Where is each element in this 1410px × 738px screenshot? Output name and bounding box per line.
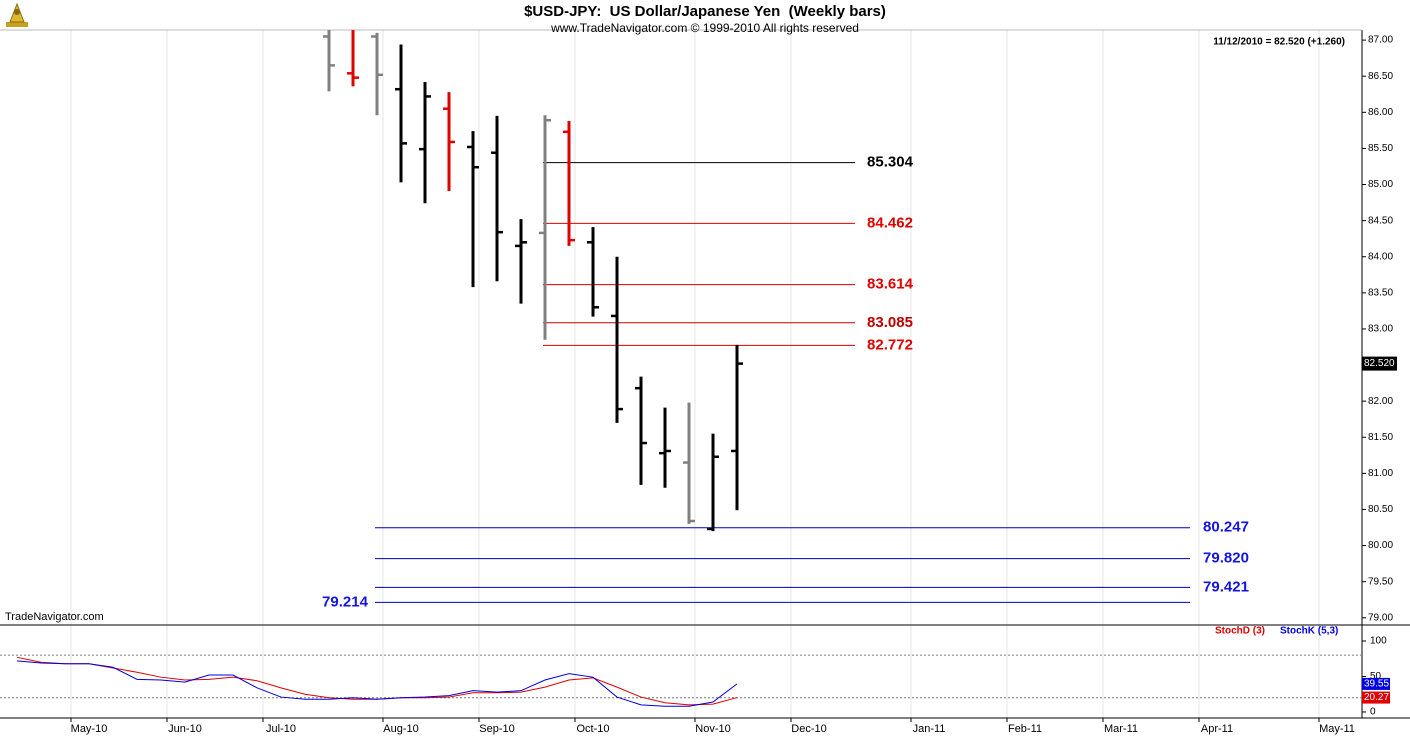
x-tick-label: Feb-11 bbox=[1008, 723, 1042, 735]
x-tick-label: Jan-11 bbox=[913, 723, 946, 735]
level-label: 79.214 bbox=[322, 593, 369, 610]
y-tick-label: 83.50 bbox=[1368, 287, 1393, 298]
level-label: 79.421 bbox=[1203, 578, 1249, 595]
y-tick-label: 0 bbox=[1370, 707, 1376, 718]
last-price-box bbox=[1362, 356, 1397, 371]
level-label: 79.820 bbox=[1203, 550, 1249, 567]
axes: May-10 Jun-10 Jul-10 Aug-10 Sep-10 Oct-10 Nov-… bbox=[70, 35, 1397, 735]
stoch-panel bbox=[0, 654, 1362, 707]
status-text: 11/12/2010 = 82.520 (+1.260) bbox=[1213, 37, 1345, 48]
y-tick-label: 84.50 bbox=[1368, 215, 1393, 226]
last-value-box bbox=[1362, 691, 1390, 704]
legend-entry: StochK (5,3) bbox=[1280, 626, 1338, 637]
y-tick-label: 81.50 bbox=[1368, 432, 1393, 443]
y-tick-label: 82.00 bbox=[1368, 396, 1393, 407]
level-label: 80.247 bbox=[1203, 519, 1249, 536]
level-label: 84.462 bbox=[867, 214, 913, 231]
y-tick-label: 100 bbox=[1370, 636, 1387, 647]
stoch-line bbox=[16, 660, 738, 707]
level-label: 85.304 bbox=[867, 154, 914, 171]
watermark: TradeNavigator.com bbox=[5, 611, 104, 623]
grid-layer bbox=[70, 30, 1320, 718]
last-value-box bbox=[1362, 677, 1390, 690]
y-tick-label: 83.00 bbox=[1368, 324, 1393, 335]
last-value-label: 20.27 bbox=[1364, 692, 1389, 703]
x-tick-label: Nov-10 bbox=[695, 723, 730, 735]
y-tick-label: 85.50 bbox=[1368, 143, 1393, 154]
x-tick-label: Aug-10 bbox=[383, 723, 418, 735]
x-tick-label: Jun-10 bbox=[168, 723, 202, 735]
x-tick-label: Mar-11 bbox=[1104, 723, 1138, 735]
level-label: 83.614 bbox=[867, 276, 914, 293]
y-tick-label: 80.50 bbox=[1368, 504, 1393, 515]
y-tick-label: 80.00 bbox=[1368, 540, 1393, 551]
x-tick-label: Jul-10 bbox=[266, 723, 296, 735]
x-tick-label: Dec-10 bbox=[791, 723, 826, 735]
y-tick-label: 84.00 bbox=[1368, 251, 1393, 262]
last-price-label: 82.520 bbox=[1364, 358, 1395, 369]
x-tick-label: May-11 bbox=[1319, 723, 1355, 735]
x-tick-label: Sep-10 bbox=[479, 723, 514, 735]
y-tick-label: 50 bbox=[1370, 671, 1382, 682]
y-tick-label: 87.00 bbox=[1368, 35, 1393, 46]
logo bbox=[6, 2, 28, 27]
chart-subtitle: www.TradeNavigator.com © 1999-2010 All r… bbox=[550, 21, 859, 35]
x-tick-label: Apr-11 bbox=[1201, 723, 1233, 735]
legend-entry: StochD (3) bbox=[1215, 626, 1265, 637]
x-tick-label: May-10 bbox=[71, 723, 108, 735]
y-tick-label: 85.00 bbox=[1368, 179, 1393, 190]
price-panel bbox=[323, 30, 1190, 603]
level-label: 83.085 bbox=[867, 314, 913, 331]
chart-title: $USD-JPY: US Dollar/Japanese Yen (Weekly… bbox=[524, 3, 886, 20]
y-tick-label: 86.50 bbox=[1368, 71, 1393, 82]
y-tick-label: 79.00 bbox=[1368, 612, 1393, 623]
x-tick-label: Oct-10 bbox=[576, 723, 609, 735]
last-value-label: 39.55 bbox=[1364, 679, 1389, 690]
y-tick-label: 79.50 bbox=[1368, 576, 1393, 587]
y-tick-label: 86.00 bbox=[1368, 107, 1393, 118]
level-label: 82.772 bbox=[867, 336, 913, 353]
y-tick-label: 81.00 bbox=[1368, 468, 1393, 479]
